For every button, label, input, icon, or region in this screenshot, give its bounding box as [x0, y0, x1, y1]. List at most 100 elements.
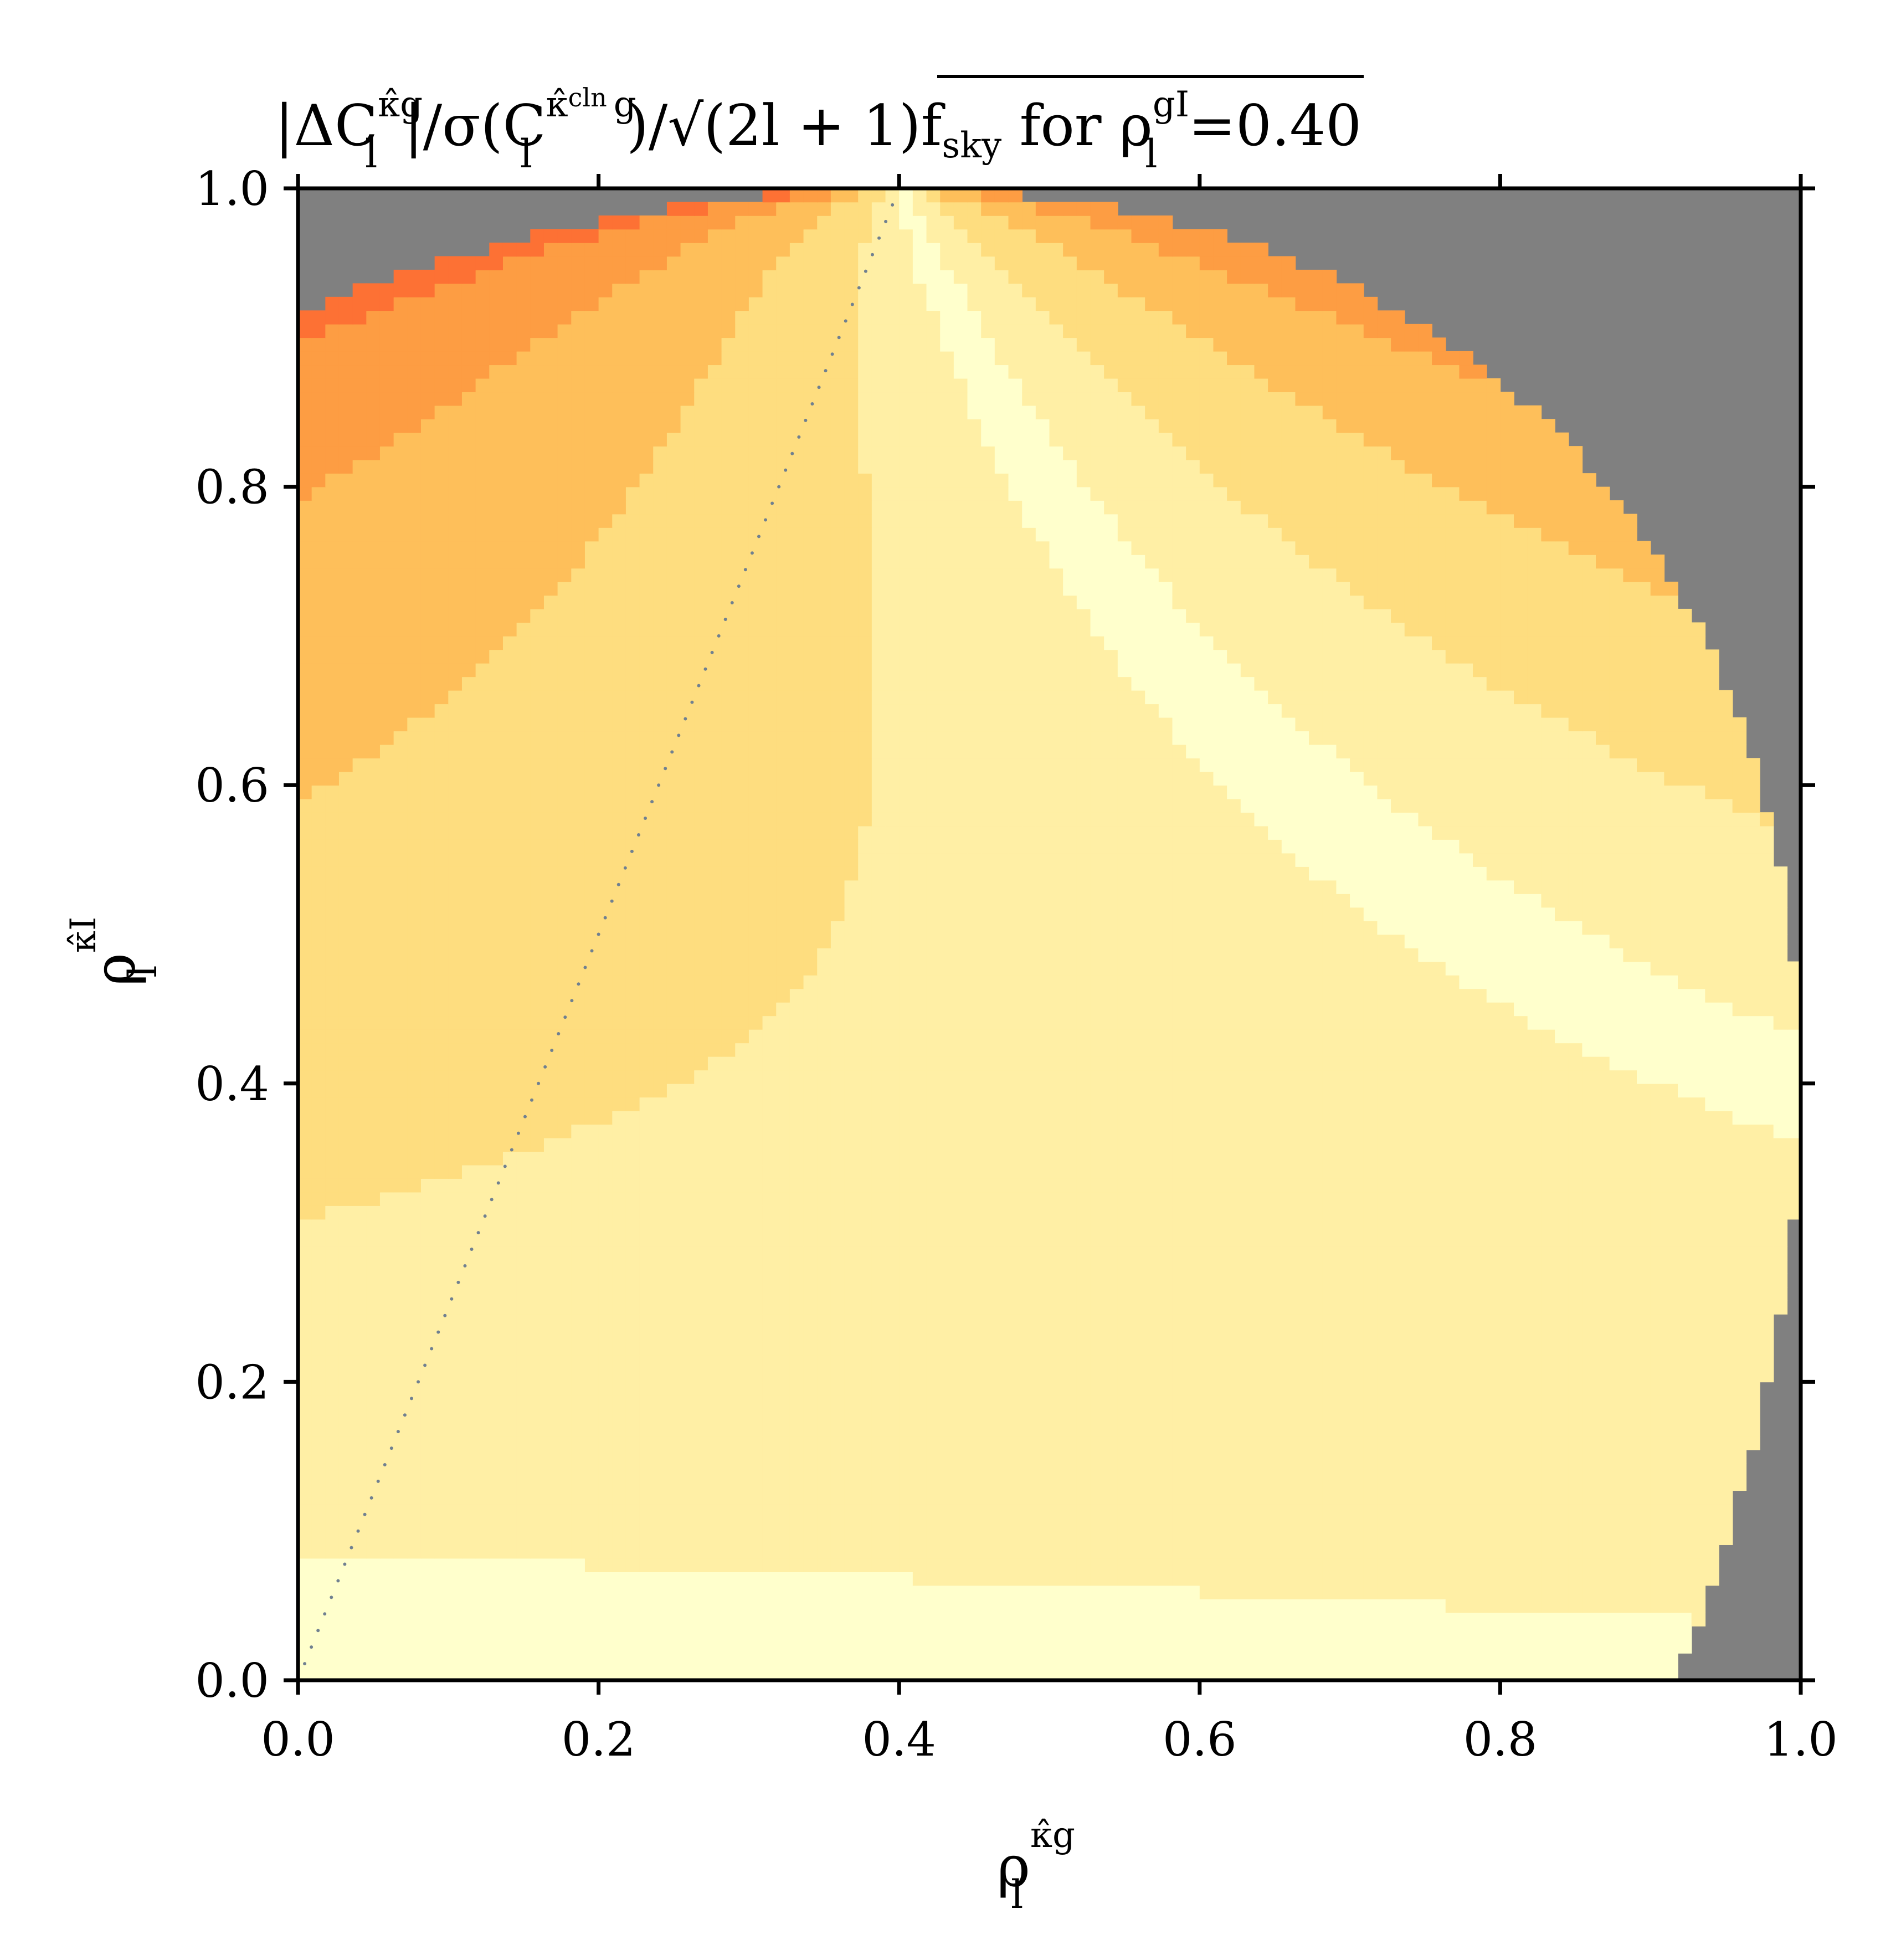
- heat-cell-319: [502, 1626, 517, 1640]
- heat-cell-96: [1609, 1666, 1624, 1680]
- heat-cell-2925: [1459, 1300, 1473, 1315]
- heat-cell-2554: [817, 1341, 831, 1356]
- heat-cell-340: [789, 1626, 804, 1640]
- heat-cell-2708: [1445, 1327, 1460, 1342]
- heat-cell-4470: [1623, 1110, 1637, 1125]
- heat-cell-65: [1186, 1666, 1200, 1680]
- heat-cell-390: [1473, 1626, 1487, 1640]
- heat-cell-956: [748, 1545, 763, 1559]
- heat-cell-4422: [967, 1110, 982, 1125]
- heat-cell-1843: [1363, 1436, 1378, 1450]
- heat-cell-4575: [1555, 1097, 1569, 1111]
- heat-cell-1654: [1678, 1463, 1692, 1477]
- heat-cell-4508: [639, 1097, 654, 1111]
- heat-cell-1465: [543, 1476, 558, 1491]
- heat-cell-4005: [1281, 1164, 1296, 1179]
- heat-cell-3448: [1158, 1233, 1173, 1247]
- heat-cell-239: [803, 1639, 818, 1654]
- heat-cell-3579: [1459, 1219, 1473, 1233]
- heat-cell-634: [598, 1585, 613, 1599]
- heat-cell-719: [352, 1572, 367, 1586]
- heat-cell-4523: [844, 1097, 859, 1111]
- heat-cell-1573: [571, 1463, 585, 1477]
- heat-cell-211: [420, 1639, 435, 1654]
- heat-cell-1706: [940, 1449, 954, 1464]
- heat-cell-2258: [1186, 1382, 1200, 1396]
- heat-cell-2184: [1637, 1395, 1651, 1410]
- heat-cell-3625: [598, 1205, 613, 1220]
- heat-cell-1914: [871, 1422, 886, 1437]
- heat-cell-483: [1350, 1612, 1364, 1627]
- heat-cell-3305: [694, 1246, 708, 1260]
- heat-cell-4496: [475, 1097, 490, 1111]
- heat-cell-3848: [639, 1178, 654, 1193]
- heat-cell-1359: [530, 1490, 544, 1505]
- heat-cell-1768: [338, 1436, 353, 1450]
- heat-cell-1663: [352, 1449, 367, 1464]
- heat-cell-4219: [1199, 1137, 1214, 1152]
- heat-cell-3075: [530, 1273, 544, 1287]
- heat-cell-2043: [1172, 1409, 1186, 1423]
- heat-cell-2802: [1254, 1313, 1268, 1328]
- heat-cell-1026: [1705, 1545, 1719, 1559]
- heat-cell-1806: [858, 1436, 872, 1450]
- heat-cell-4086: [885, 1151, 900, 1166]
- heat-cell-4697: [1719, 1083, 1733, 1098]
- heat-cell-365: [1131, 1626, 1145, 1640]
- heat-cell-4407: [762, 1110, 777, 1125]
- heat-cell-3292: [516, 1246, 531, 1260]
- heat-cell-2576: [1117, 1341, 1132, 1356]
- heat-cell-3472: [1486, 1233, 1501, 1247]
- heat-cell-2679: [1049, 1327, 1063, 1342]
- heat-cell-209: [393, 1639, 408, 1654]
- heat-cell-3761: [953, 1192, 968, 1206]
- heat-cell-3442: [1076, 1233, 1091, 1247]
- heat-cell-4966: [885, 1043, 900, 1057]
- heat-cell-4483: [298, 1097, 312, 1111]
- heat-cell-4437: [1172, 1110, 1186, 1125]
- heat-cell-2363: [1158, 1368, 1173, 1383]
- heat-cell-2306: [379, 1368, 394, 1383]
- heat-cell-2518: [325, 1341, 340, 1356]
- heat-cell-3230: [1158, 1260, 1173, 1274]
- heat-cell-1149: [530, 1517, 544, 1532]
- heat-cell-3162: [1719, 1273, 1733, 1287]
- heat-cell-2238: [912, 1382, 927, 1396]
- heat-cell-618: [379, 1585, 394, 1599]
- heat-cell-1340: [1705, 1504, 1719, 1518]
- heat-cell-958: [776, 1545, 790, 1559]
- heat-cell-2461: [1022, 1354, 1036, 1369]
- heat-cell-1651: [1637, 1463, 1651, 1477]
- heat-cell-3527: [748, 1219, 763, 1233]
- heat-cell-3695: [1555, 1205, 1569, 1220]
- heat-cell-3937: [352, 1164, 367, 1179]
- heat-cell-3375: [1650, 1246, 1665, 1260]
- heat-cell-1261: [625, 1504, 640, 1518]
- heat-cell-4022: [1514, 1164, 1528, 1179]
- heat-cell-4303: [844, 1124, 859, 1138]
- heat-cell-1527: [1391, 1476, 1405, 1491]
- heat-cell-3464: [1377, 1233, 1391, 1247]
- heat-cell-2612: [1609, 1341, 1624, 1356]
- heat-cell-3443: [1090, 1233, 1104, 1247]
- heat-cell-1701: [871, 1449, 886, 1464]
- heat-cell-3254: [1486, 1260, 1501, 1274]
- heat-cell-278: [1336, 1639, 1350, 1654]
- heat-cell-4657: [1172, 1083, 1186, 1098]
- heat-cell-419: [475, 1612, 490, 1627]
- heat-cell-1337: [1664, 1504, 1678, 1518]
- heat-cell-1175: [885, 1517, 900, 1532]
- heat-cell-3325: [967, 1246, 982, 1260]
- heat-cell-2698: [1309, 1327, 1323, 1342]
- heat-cell-4298: [776, 1124, 790, 1138]
- heat-cell-961: [817, 1545, 831, 1559]
- heat-cell-499: [1568, 1612, 1583, 1627]
- heat-cell-4169: [516, 1137, 531, 1152]
- heat-cell-585: [1336, 1599, 1350, 1613]
- heat-cell-692: [1391, 1585, 1405, 1599]
- heat-cell-515: [379, 1599, 394, 1613]
- heat-cell-4009: [1336, 1164, 1350, 1179]
- heat-cell-1172: [844, 1517, 859, 1532]
- heat-cell-811: [1609, 1572, 1624, 1586]
- heat-cell-3642: [830, 1205, 845, 1220]
